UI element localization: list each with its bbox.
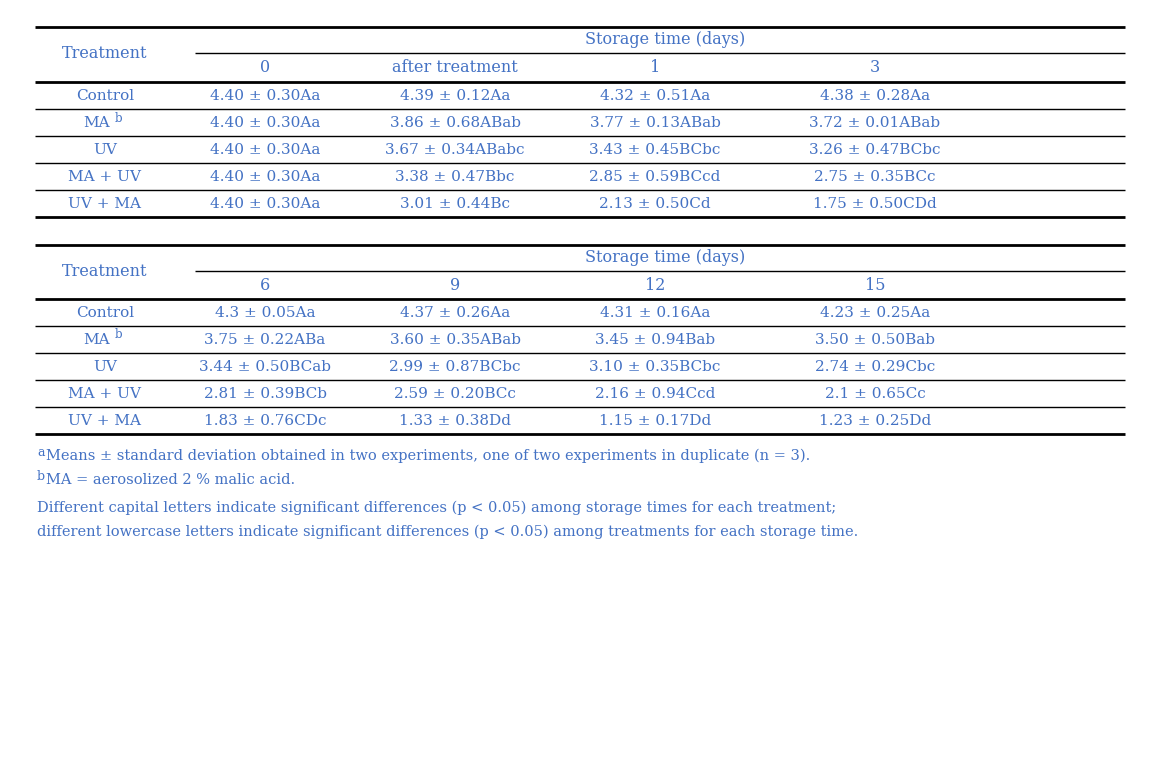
Text: 1.23 ± 0.25Dd: 1.23 ± 0.25Dd [819,414,931,428]
Text: 12: 12 [645,277,665,293]
Text: 2.1 ± 0.65Cc: 2.1 ± 0.65Cc [825,387,925,401]
Text: UV: UV [93,360,117,374]
Text: 6: 6 [260,277,270,293]
Text: 3.77 ± 0.13ABab: 3.77 ± 0.13ABab [589,116,720,130]
Text: 2.99 ± 0.87BCbc: 2.99 ± 0.87BCbc [390,360,520,374]
Text: 3.75 ± 0.22ABa: 3.75 ± 0.22ABa [205,333,325,347]
Text: b: b [115,112,123,124]
Text: 3.43 ± 0.45BCbc: 3.43 ± 0.45BCbc [589,143,720,157]
Text: 3.38 ± 0.47Bbc: 3.38 ± 0.47Bbc [395,170,515,184]
Text: Control: Control [76,89,134,103]
Text: 15: 15 [865,277,885,293]
Text: 3.44 ± 0.50BCab: 3.44 ± 0.50BCab [199,360,331,374]
Text: 9: 9 [450,277,460,293]
Text: Control: Control [76,306,134,320]
Text: 0: 0 [260,59,270,76]
Text: 3: 3 [870,59,880,76]
Text: 1.75 ± 0.50CDd: 1.75 ± 0.50CDd [813,197,936,211]
Text: 2.59 ± 0.20BCc: 2.59 ± 0.20BCc [394,387,516,401]
Text: Storage time (days): Storage time (days) [585,31,745,48]
Text: a: a [37,446,45,458]
Text: 1.83 ± 0.76CDc: 1.83 ± 0.76CDc [203,414,326,428]
Text: 2.13 ± 0.50Cd: 2.13 ± 0.50Cd [599,197,711,211]
Text: 2.16 ± 0.94Ccd: 2.16 ± 0.94Ccd [595,387,715,401]
Text: 3.26 ± 0.47BCbc: 3.26 ± 0.47BCbc [809,143,941,157]
Text: 3.60 ± 0.35ABab: 3.60 ± 0.35ABab [390,333,520,347]
Text: 4.40 ± 0.30Aa: 4.40 ± 0.30Aa [210,197,321,211]
Text: Means ± standard deviation obtained in two experiments, one of two experiments i: Means ± standard deviation obtained in t… [46,449,810,463]
Text: different lowercase letters indicate significant differences (p < 0.05) among tr: different lowercase letters indicate sig… [37,525,858,540]
Text: 3.45 ± 0.94Bab: 3.45 ± 0.94Bab [595,333,715,347]
Text: MA + UV: MA + UV [69,387,141,401]
Text: 3.01 ± 0.44Bc: 3.01 ± 0.44Bc [400,197,510,211]
Text: 4.39 ± 0.12Aa: 4.39 ± 0.12Aa [400,89,510,103]
Text: 4.40 ± 0.30Aa: 4.40 ± 0.30Aa [210,170,321,184]
Text: 2.81 ± 0.39BCb: 2.81 ± 0.39BCb [203,387,326,401]
Text: b: b [115,328,123,342]
Text: Treatment: Treatment [62,263,148,280]
Text: 4.37 ± 0.26Aa: 4.37 ± 0.26Aa [400,306,510,320]
Text: Storage time (days): Storage time (days) [585,249,745,267]
Text: 2.85 ± 0.59BCcd: 2.85 ± 0.59BCcd [589,170,720,184]
Text: 1.33 ± 0.38Dd: 1.33 ± 0.38Dd [399,414,511,428]
Text: 4.40 ± 0.30Aa: 4.40 ± 0.30Aa [210,143,321,157]
Text: 3.67 ± 0.34ABabc: 3.67 ± 0.34ABabc [385,143,525,157]
Text: 3.10 ± 0.35BCbc: 3.10 ± 0.35BCbc [589,360,720,374]
Text: Treatment: Treatment [62,45,148,62]
Text: Different capital letters indicate significant differences (p < 0.05) among stor: Different capital letters indicate signi… [37,500,836,515]
Text: UV: UV [93,143,117,157]
Text: 3.50 ± 0.50Bab: 3.50 ± 0.50Bab [815,333,935,347]
Text: MA: MA [84,333,110,347]
Text: 2.75 ± 0.35BCc: 2.75 ± 0.35BCc [815,170,935,184]
Text: 4.40 ± 0.30Aa: 4.40 ± 0.30Aa [210,116,321,130]
Text: UV + MA: UV + MA [69,197,141,211]
Text: UV + MA: UV + MA [69,414,141,428]
Text: MA + UV: MA + UV [69,170,141,184]
Text: 1.15 ± 0.17Dd: 1.15 ± 0.17Dd [599,414,711,428]
Text: 4.32 ± 0.51Aa: 4.32 ± 0.51Aa [600,89,710,103]
Text: 4.23 ± 0.25Aa: 4.23 ± 0.25Aa [820,306,931,320]
Text: MA = aerosolized 2 % malic acid.: MA = aerosolized 2 % malic acid. [46,473,295,487]
Text: b: b [37,469,45,482]
Text: 4.31 ± 0.16Aa: 4.31 ± 0.16Aa [600,306,710,320]
Text: 4.38 ± 0.28Aa: 4.38 ± 0.28Aa [820,89,930,103]
Text: 2.74 ± 0.29Cbc: 2.74 ± 0.29Cbc [815,360,935,374]
Text: 3.86 ± 0.68ABab: 3.86 ± 0.68ABab [390,116,520,130]
Text: 1: 1 [650,59,661,76]
Text: 4.40 ± 0.30Aa: 4.40 ± 0.30Aa [210,89,321,103]
Text: 4.3 ± 0.05Aa: 4.3 ± 0.05Aa [215,306,315,320]
Text: after treatment: after treatment [392,59,518,76]
Text: 3.72 ± 0.01ABab: 3.72 ± 0.01ABab [809,116,941,130]
Text: MA: MA [84,116,110,130]
